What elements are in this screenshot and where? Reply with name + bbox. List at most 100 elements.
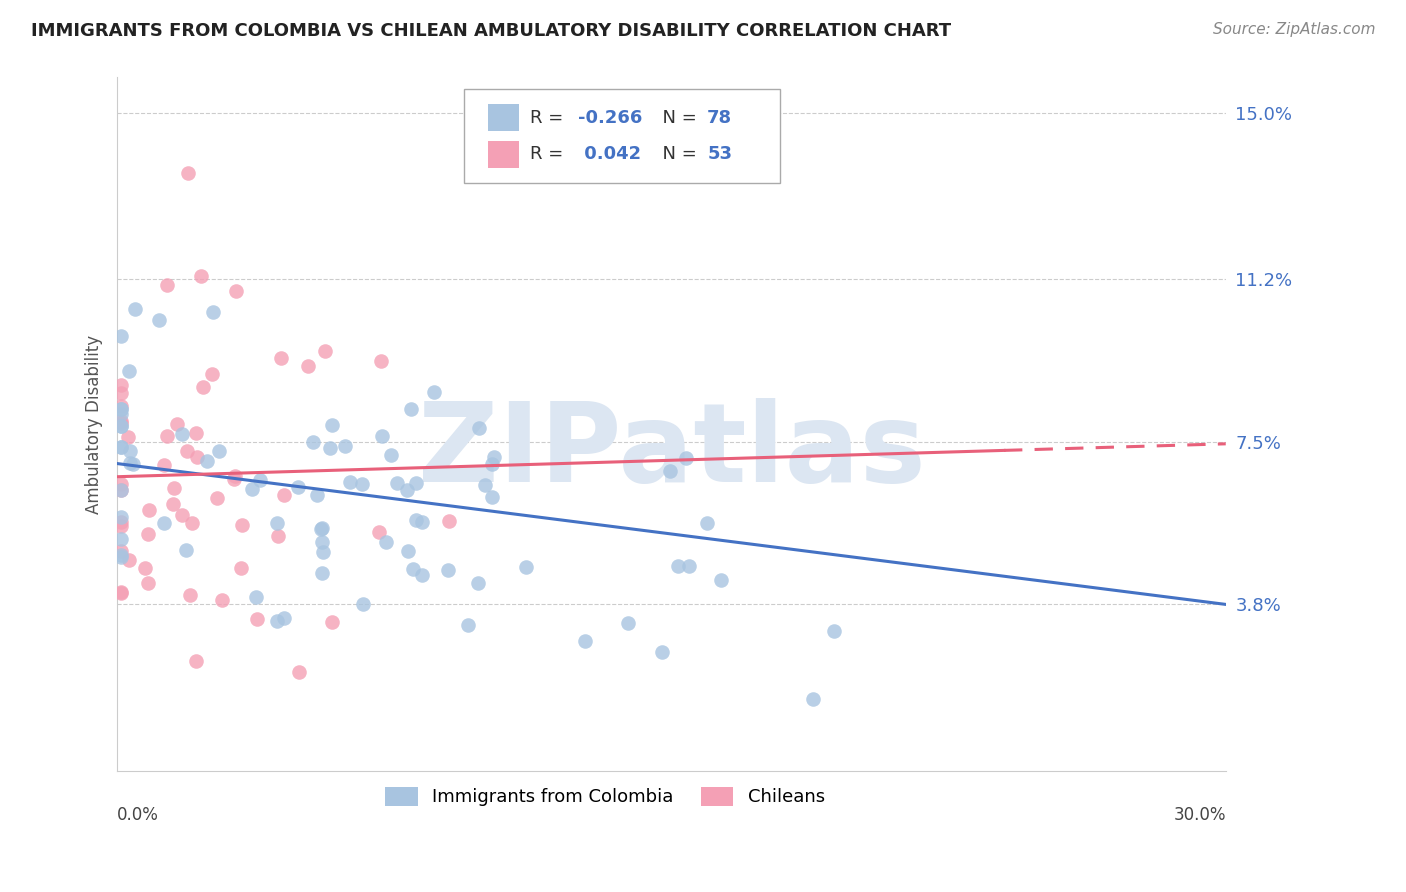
Point (121, 457, 143, 471)
Text: 30.0%: 30.0% (1173, 805, 1226, 824)
Point (370, 354, 392, 368)
Point (110, 548, 132, 562)
Point (181, 516, 204, 531)
Point (110, 418, 132, 433)
Point (225, 284, 247, 298)
Text: 0.042: 0.042 (578, 145, 641, 163)
Point (231, 561, 253, 575)
Point (823, 624, 845, 638)
Point (350, 477, 373, 491)
Point (136, 526, 159, 541)
Text: N =: N = (651, 145, 703, 163)
Point (163, 481, 186, 495)
Point (396, 544, 419, 558)
Point (177, 166, 200, 180)
Point (136, 575, 159, 590)
Legend: Immigrants from Colombia, Chileans: Immigrants from Colombia, Chileans (378, 780, 832, 814)
Point (288, 665, 311, 680)
Point (172, 427, 194, 442)
Point (468, 421, 491, 435)
Point (312, 545, 335, 559)
Point (273, 488, 295, 502)
Point (405, 513, 427, 527)
Text: ZIPatlas: ZIPatlas (418, 399, 925, 505)
Point (666, 559, 689, 574)
Point (380, 448, 402, 462)
Point (696, 516, 718, 530)
Point (148, 313, 170, 327)
Point (311, 521, 333, 535)
Point (166, 417, 188, 431)
Text: 78: 78 (707, 109, 733, 127)
Point (176, 443, 198, 458)
Point (481, 457, 503, 471)
Point (309, 523, 332, 537)
Point (616, 615, 638, 630)
Point (110, 483, 132, 497)
Point (231, 518, 253, 533)
Point (436, 563, 458, 577)
Point (134, 561, 156, 575)
Point (110, 544, 132, 558)
Point (110, 378, 132, 392)
Point (195, 454, 218, 468)
Point (411, 567, 433, 582)
Point (287, 480, 309, 494)
Point (270, 351, 292, 365)
Point (110, 476, 132, 491)
Point (152, 458, 174, 473)
Point (207, 443, 229, 458)
Point (110, 532, 132, 546)
Point (110, 416, 132, 430)
Point (124, 301, 146, 316)
Point (179, 588, 201, 602)
Point (120, 444, 142, 458)
Point (267, 528, 290, 542)
Point (110, 414, 132, 428)
Point (152, 516, 174, 530)
Point (201, 367, 224, 381)
Point (273, 611, 295, 625)
Point (110, 399, 132, 413)
Point (110, 586, 132, 600)
Point (482, 450, 505, 464)
Point (156, 278, 179, 293)
Text: N =: N = (651, 109, 703, 127)
Point (245, 612, 267, 626)
Point (659, 464, 682, 478)
Point (467, 576, 489, 591)
Point (110, 483, 132, 497)
Point (184, 425, 207, 440)
Point (193, 380, 215, 394)
Point (224, 468, 246, 483)
Point (321, 417, 343, 432)
Point (371, 429, 394, 443)
Point (118, 552, 141, 566)
Point (172, 508, 194, 522)
Point (311, 534, 333, 549)
Point (385, 475, 408, 490)
Point (156, 429, 179, 443)
Point (352, 597, 374, 611)
Point (202, 304, 225, 318)
Point (311, 566, 333, 580)
Point (174, 542, 197, 557)
Point (374, 535, 396, 549)
Point (266, 516, 288, 530)
Point (110, 516, 132, 530)
Point (162, 497, 184, 511)
Text: Source: ZipAtlas.com: Source: ZipAtlas.com (1212, 22, 1375, 37)
Point (138, 503, 160, 517)
Point (222, 472, 245, 486)
Point (457, 618, 479, 632)
Point (110, 407, 132, 421)
Point (321, 615, 343, 629)
Point (675, 450, 697, 465)
Point (405, 475, 427, 490)
Point (678, 558, 700, 573)
Point (110, 519, 132, 533)
Point (110, 402, 132, 417)
Point (395, 483, 418, 497)
Text: R =: R = (530, 145, 569, 163)
Point (110, 510, 132, 524)
